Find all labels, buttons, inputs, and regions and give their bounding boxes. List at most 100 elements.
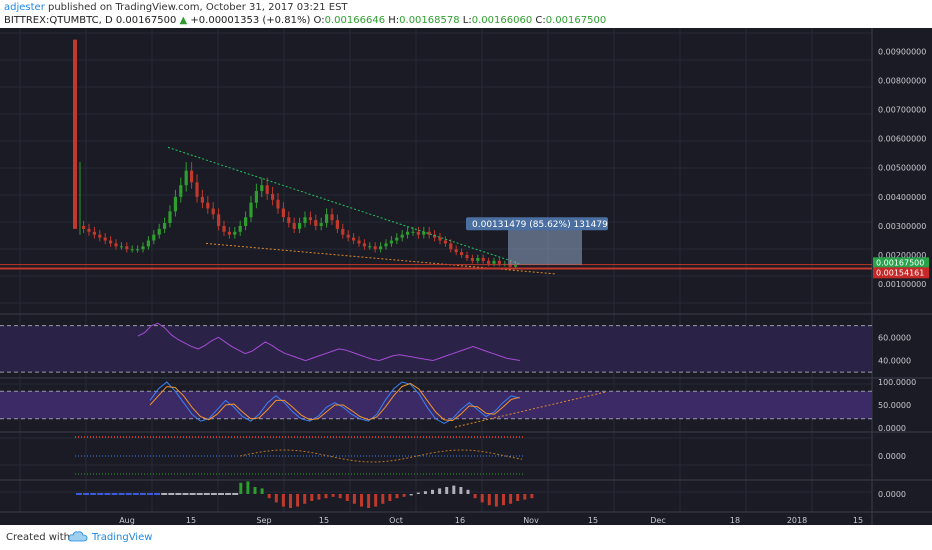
candle [319,223,323,226]
candle [406,231,410,235]
stochastic-pane[interactable] [0,381,872,428]
publish-header: adjester published on TradingView.com, O… [0,0,932,28]
price-pane[interactable]: 0.00131479 (85.62%) 131479 [0,39,872,275]
candle [281,208,285,218]
price-tick-label: 0.00800000 [878,76,926,85]
price-tick-label: 0.00500000 [878,164,926,173]
measure-label-bg [466,217,608,231]
hist-bar [175,493,182,495]
candle [211,208,215,215]
candle [184,170,188,186]
published-text: published on TradingView.com, October 31… [48,2,348,13]
hist-bar [182,493,189,495]
up-triangle-icon: ▲ [179,15,188,26]
candle [98,234,102,238]
hist-bar [90,493,97,495]
hist-bar [416,492,420,494]
footer: Created with TradingView [0,525,932,550]
candle [335,220,339,229]
hist-bar [381,494,385,504]
rsi-band [0,325,872,373]
tradingview-brand[interactable]: TradingView [92,532,153,543]
candle [260,185,264,192]
candle [422,231,426,235]
open-label: O: [313,15,325,26]
publish-line: adjester published on TradingView.com, O… [4,2,348,13]
candle [195,182,199,197]
price-axis[interactable]: 0.00900000 0.00800000 0.00700000 0.00600000… [873,47,929,499]
candle [352,237,356,241]
candle [492,260,496,264]
chart-svg[interactable]: 0.00131479 (85.62%) 131479 0.009000000.0… [0,28,932,525]
hist-bar [139,493,146,495]
candle [460,252,464,256]
candle [476,257,480,261]
hist-bar [530,494,534,499]
candle [82,225,86,229]
candle [233,231,237,235]
candle [400,234,404,238]
time-axis[interactable]: Aug 15 Sep 15 Oct 16 Nov 15 Dec 18 2018 15 [119,516,863,525]
time-tick-label: Dec [650,516,665,525]
hist-bar [203,493,210,495]
candle [341,228,345,235]
time-tick-label: 15 [186,516,196,525]
hist-bar [473,494,477,499]
chart-area[interactable]: 0.00131479 (85.62%) 131479 0.00900000 0.0… [0,28,932,525]
candle [514,264,518,267]
stoch-line-1 [149,381,520,424]
hist-bar [452,485,456,494]
time-tick-label: 15 [853,516,863,525]
candle [357,240,361,244]
candle [222,225,226,232]
hist-bar [118,493,125,495]
time-tick-label: 15 [319,516,329,525]
candle [114,243,118,247]
hist-bar [196,493,203,495]
hist-bar [260,488,264,494]
candle [87,228,91,232]
price-change: +0.00001353 (+0.81%) [190,15,311,26]
candle [438,237,442,241]
stoch-tick-label: 100.0000 [878,378,916,387]
hist-bar [274,494,278,503]
rsi-line [137,322,520,362]
candle [119,246,123,248]
candle [227,231,231,235]
rsi-pane[interactable] [0,322,872,373]
hist-bar [367,494,371,508]
candle [433,234,437,238]
candle [103,237,107,241]
last-price: 0.00167500 [115,15,177,26]
osc-line [239,449,523,463]
osc-tick-label: 0.0000 [878,452,906,461]
histogram-pane[interactable] [76,481,534,508]
hist-bar [423,491,427,494]
candle [276,199,280,209]
hist-bar [331,494,335,497]
hist-bar [431,489,434,494]
candle [168,211,172,224]
author-link[interactable]: adjester [4,2,45,13]
candle [173,196,177,212]
oscillator-pane[interactable] [75,436,525,475]
rsi-tick-label: 60.0000 [878,333,911,342]
candle [449,243,453,250]
hist-bar [360,494,363,507]
time-tick-label: 18 [730,516,740,525]
descending-trendline [167,146,521,265]
hist-bar [345,494,349,501]
hist-bar [239,482,243,494]
candle [508,263,512,267]
hist-bar [111,493,118,495]
hist-bar [395,494,399,499]
hist-bar [402,494,406,497]
candle [303,217,307,224]
time-tick-label: Aug [119,516,135,525]
hist-bar [125,493,132,495]
price-tick-label: 0.00400000 [878,193,926,202]
hist-bar [225,493,232,495]
candle [298,223,302,229]
candle [308,217,312,221]
candle [163,223,167,229]
